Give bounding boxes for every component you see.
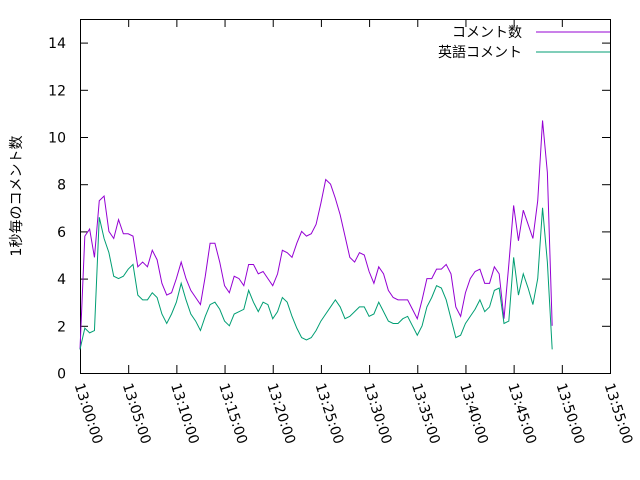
y-tick-label: 8 (57, 178, 66, 194)
y-tick-label: 14 (48, 36, 66, 52)
x-tick-label: 13:30:00 (360, 381, 395, 446)
y-tick-label: 4 (57, 272, 66, 288)
x-tick-label: 13:15:00 (215, 381, 250, 446)
x-tick-label: 13:05:00 (119, 381, 154, 446)
x-tick-label: 13:55:00 (601, 381, 636, 446)
plot-area (80, 19, 611, 374)
x-tick-label: 13:20:00 (263, 381, 298, 446)
x-axis: 13:00:00 13:05:00 13:10:00 13:15:00 13:20:00… (71, 19, 636, 446)
x-tick-label: 13:50:00 (553, 381, 588, 446)
legend-label: 英語コメント (438, 44, 522, 61)
y-tick-label: 0 (57, 367, 66, 383)
series-line-1 (79, 120, 553, 350)
series-line-2 (79, 207, 553, 350)
y-tick-label: 10 (48, 131, 66, 147)
y-tick-label: 2 (57, 319, 66, 335)
x-tick-label: 13:45:00 (504, 381, 539, 446)
y-tick-label: 6 (57, 225, 66, 241)
x-tick-label: 13:25:00 (312, 381, 347, 446)
x-tick-label: 13:10:00 (167, 381, 202, 446)
y-axis: 0 2 4 6 8 10 12 14 (48, 36, 610, 383)
y-axis-label: 1秒毎のコメント数 (9, 136, 25, 257)
legend-label: コメント数 (452, 25, 522, 41)
series-group (79, 120, 553, 350)
x-tick-label: 13:00:00 (71, 381, 106, 446)
x-tick-label: 13:35:00 (408, 381, 443, 446)
plot-border (80, 19, 611, 374)
y-tick-label: 12 (48, 83, 66, 99)
x-tick-label: 13:40:00 (456, 381, 491, 446)
